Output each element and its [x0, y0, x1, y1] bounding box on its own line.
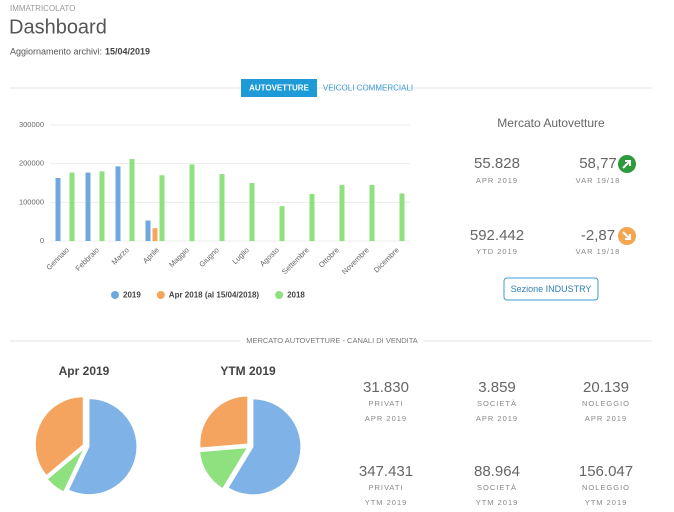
legend-swatch [111, 291, 119, 299]
pie-title: YTM 2019 [220, 364, 276, 378]
y-tick-label: 100000 [19, 197, 44, 206]
tab[interactable]: AUTOVETTURE [249, 84, 310, 93]
kpi-label: YTD 2019 [476, 247, 518, 256]
bar [189, 164, 195, 241]
pie-title: Apr 2019 [59, 364, 110, 378]
section-title: MERCATO AUTOVETTURE - CANALI DI VENDITA [246, 336, 418, 345]
bar [69, 172, 75, 241]
bar [55, 177, 61, 241]
x-tick-label: Novembre [340, 245, 371, 276]
x-tick-label: Dicembre [372, 245, 401, 274]
bar [159, 175, 165, 241]
channel-period: YTM 2019 [585, 498, 628, 507]
channel-period: YTM 2019 [476, 498, 519, 507]
kpi-value: -2,87 [581, 227, 615, 244]
channel-label: NOLEGGIO [582, 399, 630, 408]
arrow-down-glyph [622, 231, 631, 240]
legend-label: 2019 [123, 291, 141, 300]
update-label: Aggiornamento archivi: [10, 46, 102, 56]
x-tick-label: Marzo [110, 245, 131, 266]
channel-label: SOCIETÀ [477, 399, 517, 408]
bar [309, 193, 315, 241]
x-tick-label: Ottobre [317, 245, 341, 269]
channel-value: 156.047 [579, 463, 633, 480]
x-tick-label: Agosto [258, 245, 281, 268]
y-tick-label: 200000 [19, 159, 44, 168]
bar [129, 159, 135, 241]
x-tick-label: Febbraio [74, 245, 101, 272]
kpi-label: VAR 19/18 [576, 176, 621, 185]
x-tick-label: Maggio [167, 245, 191, 269]
pie-slice [199, 447, 249, 490]
channel-value: 347.431 [359, 463, 413, 480]
section-label: IMMATRICOLATO [10, 4, 75, 13]
legend-label: Apr 2018 (al 15/04/2018) [169, 291, 260, 300]
arrow-up-glyph [622, 160, 631, 169]
kpi-label: APR 2019 [476, 176, 518, 185]
market-title: Mercato Autovetture [497, 116, 605, 130]
bar [85, 172, 91, 241]
channel-period: APR 2019 [365, 414, 407, 423]
update-date: 15/04/2019 [105, 46, 150, 56]
bar [99, 171, 105, 241]
pie-slice [34, 396, 84, 477]
bar [219, 174, 225, 241]
tab[interactable]: VEICOLI COMMERCIALI [323, 84, 413, 93]
page-title: Dashboard [9, 16, 107, 38]
channel-label: SOCIETÀ [477, 483, 517, 492]
x-tick-label: Giugno [197, 245, 220, 268]
channel-value: 3.859 [478, 379, 516, 396]
pie-slice [46, 447, 85, 493]
legend-swatch [156, 291, 165, 299]
pie-slice [67, 398, 138, 496]
industry-button-label[interactable]: Sezione INDUSTRY [511, 284, 592, 294]
x-tick-label: Aprile [141, 245, 161, 265]
x-tick-label: Luglio [230, 245, 251, 266]
bar [399, 193, 405, 241]
channel-value: 20.139 [583, 379, 629, 396]
channel-label: PRIVATI [368, 483, 403, 492]
x-tick-label: Gennaio [44, 245, 70, 271]
kpi-value: 58,77 [579, 155, 617, 172]
channel-period: APR 2019 [585, 414, 627, 423]
bar [279, 206, 285, 241]
y-tick-label: 0 [40, 236, 44, 245]
channel-label: NOLEGGIO [582, 483, 630, 492]
bar [152, 228, 158, 241]
bar [339, 184, 345, 241]
channel-period: APR 2019 [476, 414, 518, 423]
legend-label: 2018 [287, 291, 305, 300]
x-tick-label: Settembre [280, 245, 311, 276]
channel-label: PRIVATI [368, 399, 403, 408]
industry-button[interactable] [503, 277, 599, 301]
channel-value: 88.964 [474, 463, 520, 480]
y-tick-label: 300000 [19, 120, 44, 129]
bar [145, 220, 151, 241]
pie-slice [199, 395, 249, 449]
tab-active[interactable] [241, 79, 317, 97]
bar [249, 183, 255, 241]
bar [115, 166, 121, 241]
kpi-value: 55.828 [474, 155, 520, 172]
divider-gap [240, 334, 424, 348]
legend-swatch [275, 291, 284, 299]
kpi-label: VAR 19/18 [576, 247, 621, 256]
kpi-value: 592.442 [470, 227, 524, 244]
pie-slice [227, 398, 302, 496]
channel-period: YTM 2019 [365, 498, 408, 507]
bar [369, 184, 375, 241]
channel-value: 31.830 [363, 379, 409, 396]
